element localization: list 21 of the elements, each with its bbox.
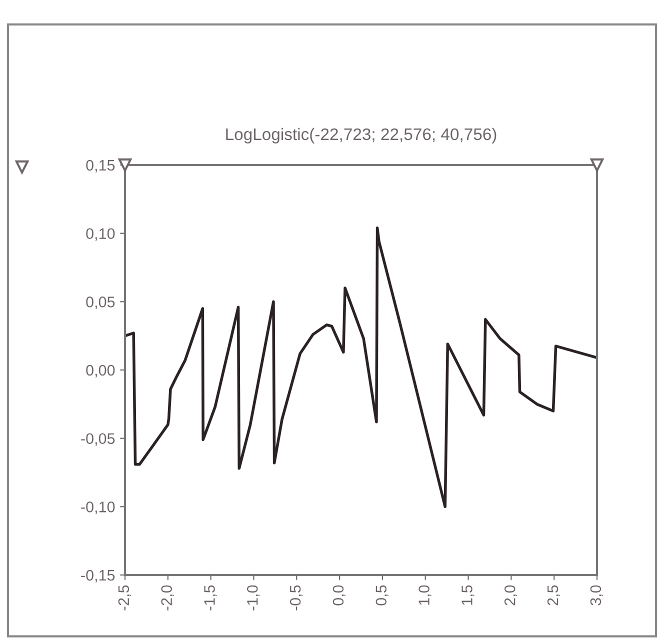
y-tick-label: 0,05 [86,296,115,310]
x-tick-label: 3,0 [590,585,603,606]
x-tick-label: -0,5 [290,585,303,610]
y-tick-label: 0,15 [86,160,115,172]
y-tick-label: -0,05 [81,433,115,446]
line-series [125,226,597,508]
x-tick-label: 2,0 [504,585,518,606]
y-tick-label: 0,10 [86,228,115,241]
x-tick-label: 0,5 [376,585,388,606]
x-tick-label: -1,0 [247,585,260,610]
x-tick-label: -2,0 [161,585,174,610]
chart-title: LogLogistic(-22,723; 22,576; 40,756) [226,128,496,144]
x-tick-label: 1,0 [418,585,432,605]
x-tick-label: -1,5 [204,585,217,610]
y-tick-label: 0,00 [86,364,115,378]
y-tick-label: -0,10 [81,502,115,514]
x-tick-label: -2,5 [118,585,131,610]
x-tick-label: 2,5 [547,585,560,606]
y-tick-label: -0,15 [81,570,115,582]
x-tick-label: 0,0 [332,585,346,606]
x-tick-label: 1,5 [462,585,474,605]
